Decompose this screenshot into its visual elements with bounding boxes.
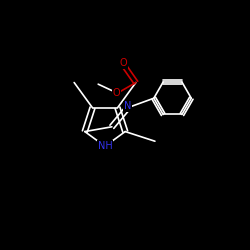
Text: N: N <box>124 102 132 112</box>
Text: NH: NH <box>98 141 112 151</box>
Text: O: O <box>112 88 120 98</box>
Text: O: O <box>119 58 127 68</box>
